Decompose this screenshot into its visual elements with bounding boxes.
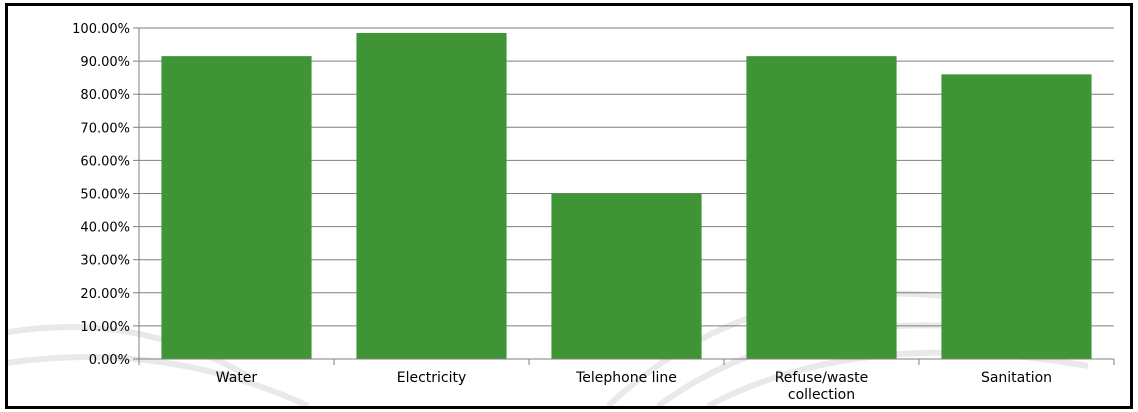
bar-electricity: [356, 32, 507, 360]
x-category-label-line: Refuse/waste: [775, 370, 869, 386]
x-category-label-line: collection: [788, 387, 855, 403]
y-tick-label: 80.00%: [80, 88, 130, 103]
y-tick-label: 40.00%: [80, 221, 130, 236]
y-tick-label: 100.00%: [72, 22, 130, 37]
y-tick-label: 90.00%: [80, 55, 130, 70]
y-tick-label: 50.00%: [80, 188, 130, 203]
y-axis-ticks: 0.00% 10.00% 20.00% 30.00% 40.00% 50.00% 60.00…: [72, 22, 139, 368]
bar-telephone-line: [551, 193, 702, 359]
axes: [138, 28, 1115, 365]
y-tick-label: 20.00%: [80, 287, 130, 302]
x-category-label-line: Electricity: [397, 370, 467, 386]
x-category-label: Electricity: [397, 370, 467, 386]
x-category-label: Water: [216, 370, 258, 386]
bars: [161, 32, 1092, 360]
x-category-label: Sanitation: [981, 370, 1052, 386]
y-tick-label: 70.00%: [80, 121, 130, 136]
x-category-label-line: Sanitation: [981, 370, 1052, 386]
bar-water: [161, 56, 312, 359]
y-tick-label: 0.00%: [89, 353, 130, 368]
x-category-label: Telephone line: [575, 370, 677, 386]
bar-chart: 0.00% 10.00% 20.00% 30.00% 40.00% 50.00% 60.00…: [8, 22, 1115, 406]
chart-frame: 0.00% 10.00% 20.00% 30.00% 40.00% 50.00% 60.00…: [5, 3, 1133, 409]
x-category-label-line: Water: [216, 370, 258, 386]
y-tick-label: 10.00%: [80, 320, 130, 335]
bar-refuse-waste-collection: [746, 56, 897, 359]
x-category-label: Refuse/waste collection: [775, 370, 869, 403]
x-axis-labels: Water Electricity Telephone line Refuse/was…: [216, 370, 1052, 403]
x-category-label-line: Telephone line: [575, 370, 677, 386]
bar-sanitation: [941, 74, 1092, 359]
y-tick-label: 30.00%: [80, 254, 130, 269]
y-tick-label: 60.00%: [80, 154, 130, 169]
